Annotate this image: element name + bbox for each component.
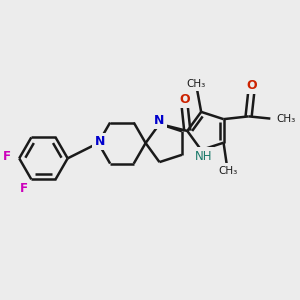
Text: N: N <box>94 135 105 148</box>
Text: CH₃: CH₃ <box>187 79 206 89</box>
Text: N: N <box>154 114 165 127</box>
Text: CH₃: CH₃ <box>218 166 237 176</box>
Text: O: O <box>179 93 190 106</box>
Text: O: O <box>246 79 257 92</box>
Text: NH: NH <box>195 150 212 163</box>
Text: F: F <box>20 182 28 195</box>
Text: F: F <box>3 151 11 164</box>
Text: CH₃: CH₃ <box>277 114 296 124</box>
